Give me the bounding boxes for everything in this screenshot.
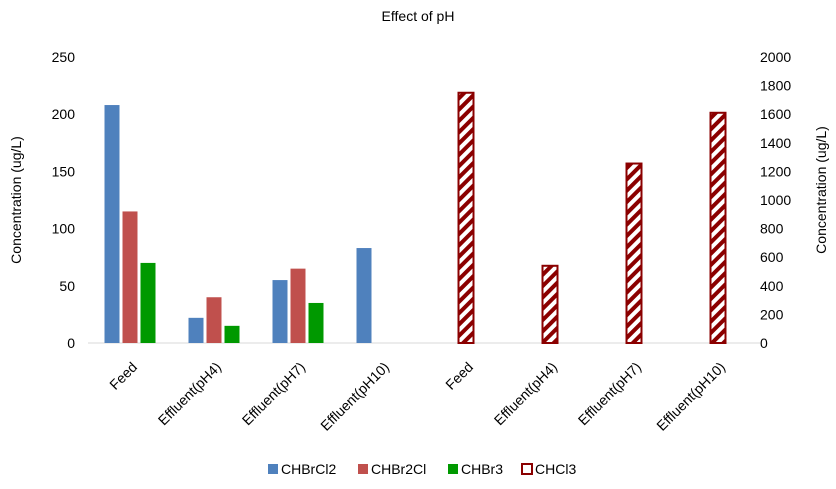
legend-label: CHBr3 xyxy=(461,461,503,477)
legend-swatch-chbr3 xyxy=(448,464,458,474)
y-left-tick-label: 150 xyxy=(52,163,76,179)
y-axis-right-ticks: 0 200 400 600 800 1000 1200 1400 1600 1800 2000 xyxy=(760,49,791,351)
y-right-tick-label: 800 xyxy=(760,221,784,237)
y-right-tick-label: 1600 xyxy=(760,106,791,122)
y-left-tick-label: 100 xyxy=(52,221,76,237)
bar-chbrcl2-1 xyxy=(188,317,204,343)
bar-chbrcl2-2 xyxy=(272,280,288,343)
bar-chbr2cl-1 xyxy=(206,297,222,343)
legend-swatch-chbr2cl xyxy=(358,464,368,474)
bar-chbrcl2-0 xyxy=(104,105,120,343)
y-right-tick-label: 1000 xyxy=(760,192,791,208)
y-left-tick-label: 50 xyxy=(59,278,75,294)
legend-label: CHCl3 xyxy=(535,461,576,477)
bar-chcl3-7 xyxy=(709,111,727,344)
y-right-tick-label: 600 xyxy=(760,249,784,265)
x-axis-tick-labels: Feed Effluent(pH4) Effluent(pH7) Effluent(p… xyxy=(106,359,728,434)
y-right-tick-label: 2000 xyxy=(760,49,791,65)
bar-chbr2cl-2 xyxy=(290,268,306,343)
legend-label: CHBr2Cl xyxy=(371,461,426,477)
x-tick-label: Feed xyxy=(442,359,476,393)
y-right-tick-label: 0 xyxy=(760,335,768,351)
y-right-tick-label: 1800 xyxy=(760,78,791,94)
bar-chbrcl2-3 xyxy=(356,248,372,343)
bar-chbr3-1 xyxy=(224,325,240,343)
x-tick-label: Effluent(pH4) xyxy=(155,359,224,428)
bar-chcl3-4 xyxy=(457,91,475,344)
bar-chbr2cl-0 xyxy=(122,211,138,343)
legend-swatch-chbrcl2 xyxy=(268,464,278,474)
x-tick-label: Feed xyxy=(106,359,140,393)
bar-chbr3-0 xyxy=(140,262,156,343)
y-right-tick-label: 200 xyxy=(760,306,784,322)
y-left-tick-label: 250 xyxy=(52,49,76,65)
bars-group xyxy=(104,91,727,344)
x-tick-label: Effluent(pH7) xyxy=(239,359,308,428)
bar-chcl3-5 xyxy=(541,264,559,344)
y-axis-left-label: Concentration (ug/L) xyxy=(8,136,24,264)
legend: CHBrCl2 CHBr2Cl CHBr3 CHCl3 xyxy=(268,461,576,477)
y-left-tick-label: 0 xyxy=(67,335,75,351)
x-tick-label: Effluent(pH10) xyxy=(653,359,728,434)
y-axis-right-label: Concentration (ug/L) xyxy=(813,126,829,254)
x-tick-label: Effluent(pH7) xyxy=(575,359,644,428)
chart-title: Effect of pH xyxy=(382,8,455,24)
y-right-tick-label: 400 xyxy=(760,278,784,294)
x-tick-label: Effluent(pH10) xyxy=(317,359,392,434)
bar-chbr3-2 xyxy=(308,302,324,343)
y-axis-left-ticks: 0 50 100 150 200 250 xyxy=(52,49,76,351)
y-right-tick-label: 1400 xyxy=(760,135,791,151)
bar-chcl3-6 xyxy=(625,162,643,344)
x-tick-label: Effluent(pH4) xyxy=(491,359,560,428)
y-right-tick-label: 1200 xyxy=(760,163,791,179)
legend-label: CHBrCl2 xyxy=(281,461,336,477)
legend-swatch-chcl3 xyxy=(521,463,533,475)
y-left-tick-label: 200 xyxy=(52,106,76,122)
